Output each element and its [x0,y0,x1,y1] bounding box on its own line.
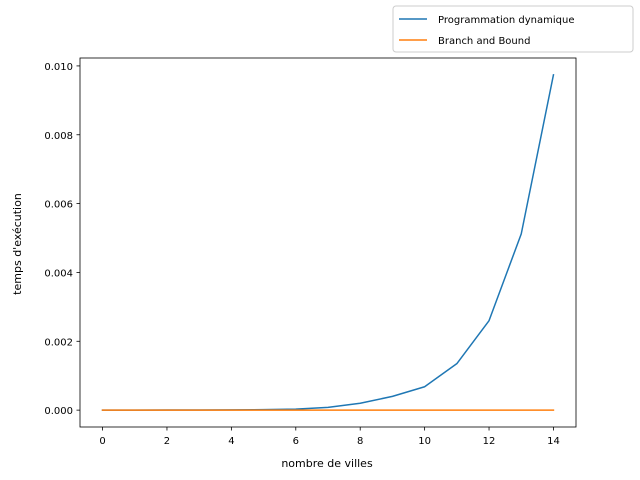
x-tick-label: 6 [293,436,299,447]
legend-box [392,5,634,53]
x-tick-label: 8 [357,436,363,447]
legend: Programmation dynamique Branch and Bound [392,5,634,53]
y-tick-label: 0.004 [44,268,73,279]
y-tick-label: 0.006 [44,200,73,211]
x-tick-label: 14 [547,436,560,447]
axes: 0 2 4 6 8 10 12 14 0.000 0.002 0.004 0.006 0.008 0.01… [44,57,577,447]
y-axis-label: temps d'exécution [11,193,24,295]
plot-area [101,73,555,411]
series-line-0 [101,73,555,411]
y-tick-label: 0.010 [44,62,73,73]
legend-label-0: Programmation dynamique [438,15,574,26]
x-tick-label: 12 [483,436,496,447]
x-tick-label: 4 [228,436,234,447]
y-tick-label: 0.000 [44,406,73,417]
x-tick-label: 10 [418,436,431,447]
y-tick-label: 0.008 [44,131,73,142]
x-tick-label: 0 [99,436,105,447]
x-tick-label: 2 [164,436,170,447]
y-tick-label: 0.002 [44,337,73,348]
axes-frame [79,57,577,428]
x-axis-label: nombre de villes [281,457,373,470]
legend-label-1: Branch and Bound [438,36,530,47]
